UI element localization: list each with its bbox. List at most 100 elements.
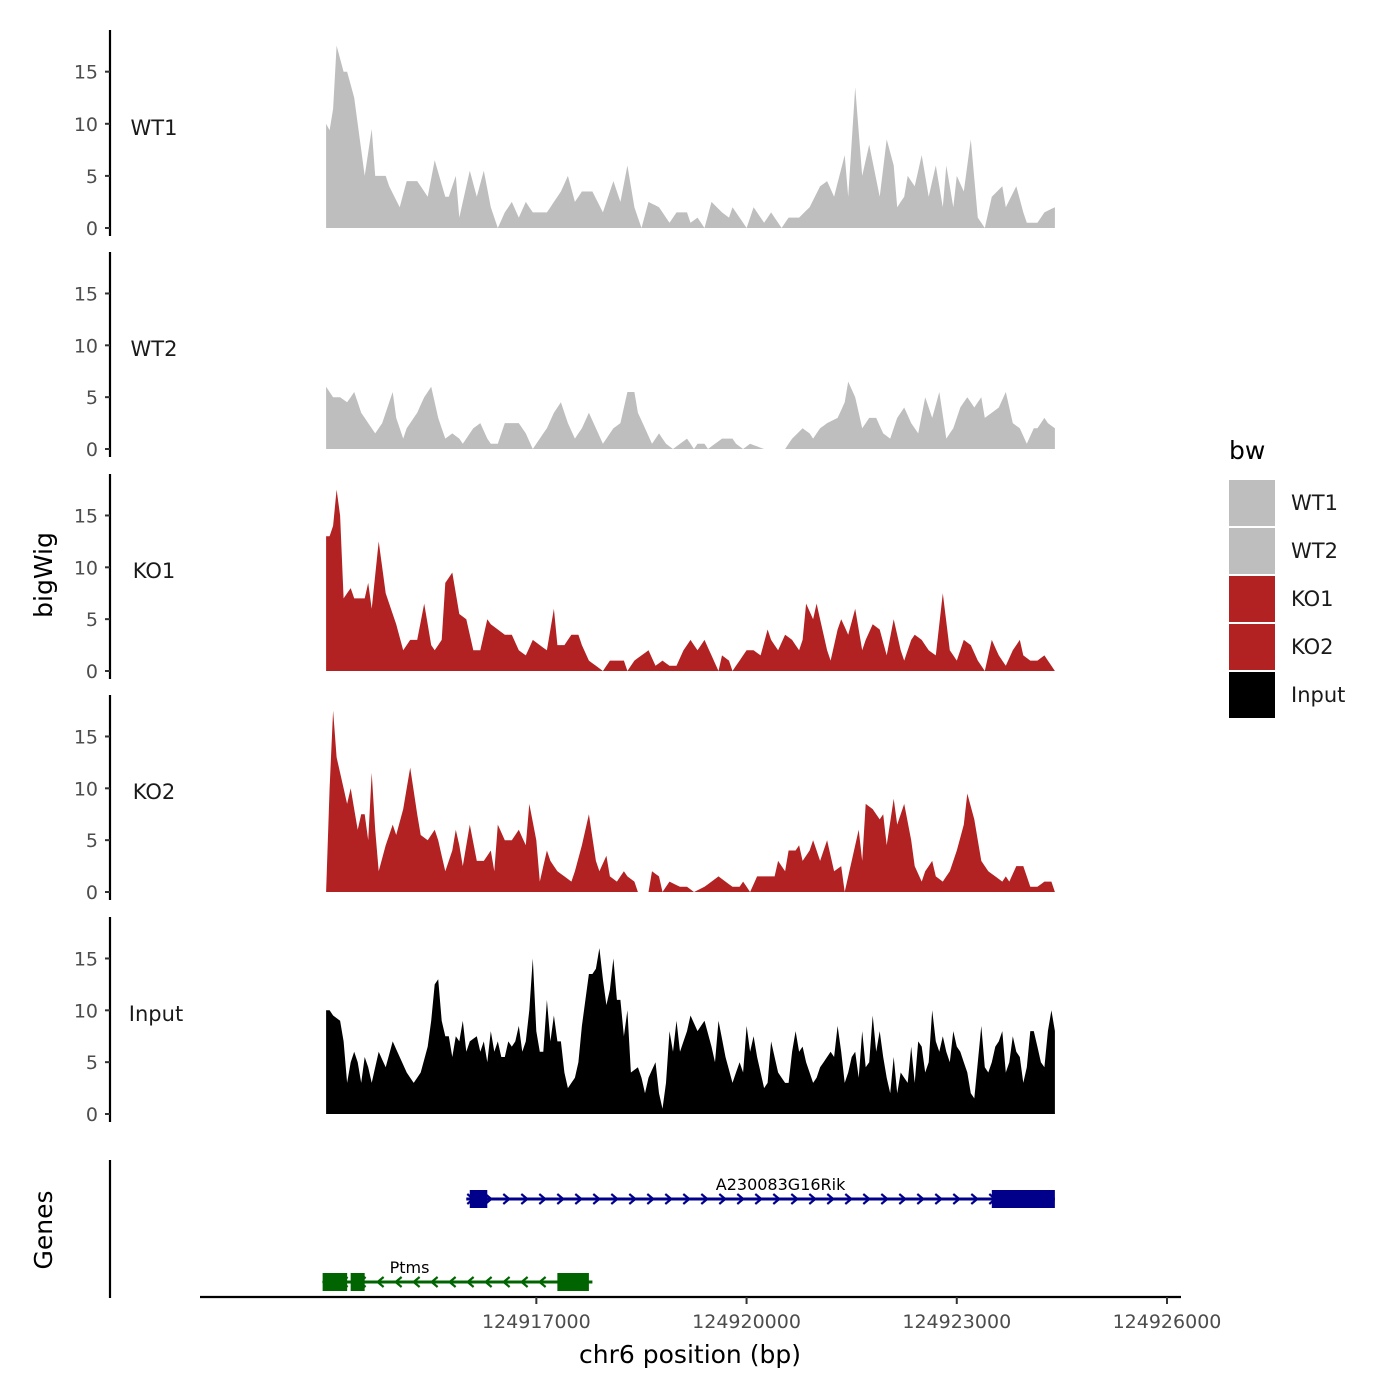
strand-chevron bbox=[447, 1276, 457, 1288]
track-wt2: 0 5 10 15 WT2 bbox=[74, 252, 1055, 461]
strand-chevron bbox=[538, 1193, 547, 1205]
track-label-wt1: WT1 bbox=[131, 116, 178, 140]
y-tick-label: 0 bbox=[86, 661, 98, 683]
strand-chevron bbox=[682, 1193, 691, 1205]
y-tick-label: 15 bbox=[74, 505, 98, 527]
strand-chevron bbox=[736, 1193, 745, 1205]
x-axis-title: chr6 position (bp) bbox=[579, 1340, 801, 1369]
strand-chevron bbox=[646, 1193, 655, 1205]
legend-label: Input bbox=[1291, 683, 1345, 707]
track-input: 0 5 10 15 Input bbox=[74, 917, 1055, 1126]
coverage-area-wt2 bbox=[326, 381, 1055, 449]
track-label-ko2: KO2 bbox=[133, 780, 176, 804]
y-tick-label: 5 bbox=[86, 609, 98, 631]
x-tick-label: 124920000 bbox=[692, 1311, 801, 1333]
gene-exon bbox=[991, 1190, 1055, 1208]
strand-chevron bbox=[916, 1193, 925, 1205]
legend-label: WT1 bbox=[1291, 491, 1338, 515]
strand-chevron bbox=[375, 1276, 385, 1288]
strand-chevron bbox=[700, 1193, 709, 1205]
strand-chevron bbox=[465, 1276, 475, 1288]
strand-chevron bbox=[718, 1193, 727, 1205]
strand-chevron bbox=[592, 1193, 601, 1205]
strand-chevron bbox=[537, 1276, 547, 1288]
legend-item-wt2: WT2 bbox=[1229, 528, 1338, 574]
coverage-area-ko2 bbox=[326, 710, 1055, 892]
coverage-tracks: 0 5 10 15 WT1 0 5 10 15 WT2 0 5 10 15 KO1 0 5 10 15 KO2 0 5 10… bbox=[74, 30, 1055, 1126]
track-label-wt2: WT2 bbox=[131, 337, 178, 361]
y-tick-label: 15 bbox=[74, 62, 98, 84]
coverage-area-ko1 bbox=[326, 489, 1055, 671]
legend-swatch bbox=[1229, 576, 1275, 622]
strand-chevron bbox=[862, 1193, 871, 1205]
y-tick-label: 10 bbox=[74, 114, 98, 136]
strand-chevron bbox=[520, 1193, 529, 1205]
strand-chevron bbox=[826, 1193, 835, 1205]
strand-chevron bbox=[483, 1276, 493, 1288]
strand-chevron bbox=[934, 1193, 943, 1205]
y-tick-label: 15 bbox=[74, 726, 98, 748]
y-tick-label: 0 bbox=[86, 218, 98, 240]
strand-chevron bbox=[754, 1193, 763, 1205]
gene-label: A230083G16Rik bbox=[716, 1175, 846, 1194]
gene-exon bbox=[350, 1273, 365, 1291]
legend-label: WT2 bbox=[1291, 539, 1338, 563]
track-ko1: 0 5 10 15 KO1 bbox=[74, 474, 1055, 683]
strand-chevron bbox=[574, 1193, 583, 1205]
y-tick-label: 10 bbox=[74, 335, 98, 357]
legend-item-wt1: WT1 bbox=[1229, 480, 1338, 526]
legend-label: KO1 bbox=[1291, 587, 1334, 611]
strand-chevron bbox=[664, 1193, 673, 1205]
x-axis: 124917000 124920000 124923000 124926000 bbox=[200, 1295, 1222, 1333]
y-tick-label: 5 bbox=[86, 830, 98, 852]
x-tick-label: 124926000 bbox=[1113, 1311, 1222, 1333]
gene-exon bbox=[557, 1273, 589, 1291]
strand-chevron bbox=[970, 1193, 979, 1205]
legend-label: KO2 bbox=[1291, 635, 1334, 659]
strand-chevron bbox=[502, 1193, 511, 1205]
track-label-input: Input bbox=[129, 1002, 183, 1026]
strand-chevron bbox=[556, 1193, 565, 1205]
genes-panel-title: Genes bbox=[29, 1190, 58, 1269]
strand-chevron bbox=[808, 1193, 817, 1205]
coverage-area-input bbox=[326, 948, 1055, 1114]
gene-label: Ptms bbox=[390, 1258, 430, 1277]
strand-chevron bbox=[429, 1276, 439, 1288]
track-label-ko1: KO1 bbox=[133, 559, 176, 583]
coverage-area-wt1 bbox=[326, 45, 1055, 228]
y-tick-label: 5 bbox=[86, 1052, 98, 1074]
y-tick-label: 15 bbox=[74, 948, 98, 970]
track-wt1: 0 5 10 15 WT1 bbox=[74, 30, 1055, 240]
legend: bw WT1 WT2 KO1 KO2 Input bbox=[1229, 436, 1345, 718]
strand-chevron bbox=[519, 1276, 529, 1288]
strand-chevron bbox=[844, 1193, 853, 1205]
y-tick-label: 10 bbox=[74, 557, 98, 579]
gene-exon bbox=[469, 1190, 488, 1208]
strand-chevron bbox=[393, 1276, 403, 1288]
gene-a230083g16rik: A230083G16Rik bbox=[466, 1175, 1055, 1208]
y-tick-label: 5 bbox=[86, 166, 98, 188]
y-axis-title: bigWig bbox=[29, 532, 58, 618]
legend-item-ko2: KO2 bbox=[1229, 624, 1334, 670]
legend-swatch bbox=[1229, 672, 1275, 718]
gene-exon bbox=[322, 1273, 348, 1291]
legend-item-input: Input bbox=[1229, 672, 1345, 718]
y-tick-label: 15 bbox=[74, 283, 98, 305]
x-tick-label: 124923000 bbox=[902, 1311, 1011, 1333]
legend-swatch bbox=[1229, 528, 1275, 574]
gene-annotation-panel: A230083G16Rik Ptms bbox=[108, 1160, 1055, 1298]
legend-swatch bbox=[1229, 480, 1275, 526]
y-tick-label: 5 bbox=[86, 387, 98, 409]
legend-swatch bbox=[1229, 624, 1275, 670]
strand-chevron bbox=[880, 1193, 889, 1205]
y-tick-label: 0 bbox=[86, 439, 98, 461]
gene-ptms: Ptms bbox=[321, 1258, 593, 1291]
strand-chevron bbox=[952, 1193, 961, 1205]
strand-chevron bbox=[501, 1276, 511, 1288]
y-tick-label: 0 bbox=[86, 882, 98, 904]
y-tick-label: 10 bbox=[74, 778, 98, 800]
strand-chevron bbox=[628, 1193, 637, 1205]
strand-chevron bbox=[610, 1193, 619, 1205]
x-tick-label: 124917000 bbox=[482, 1311, 591, 1333]
track-ko2: 0 5 10 15 KO2 bbox=[74, 695, 1055, 904]
